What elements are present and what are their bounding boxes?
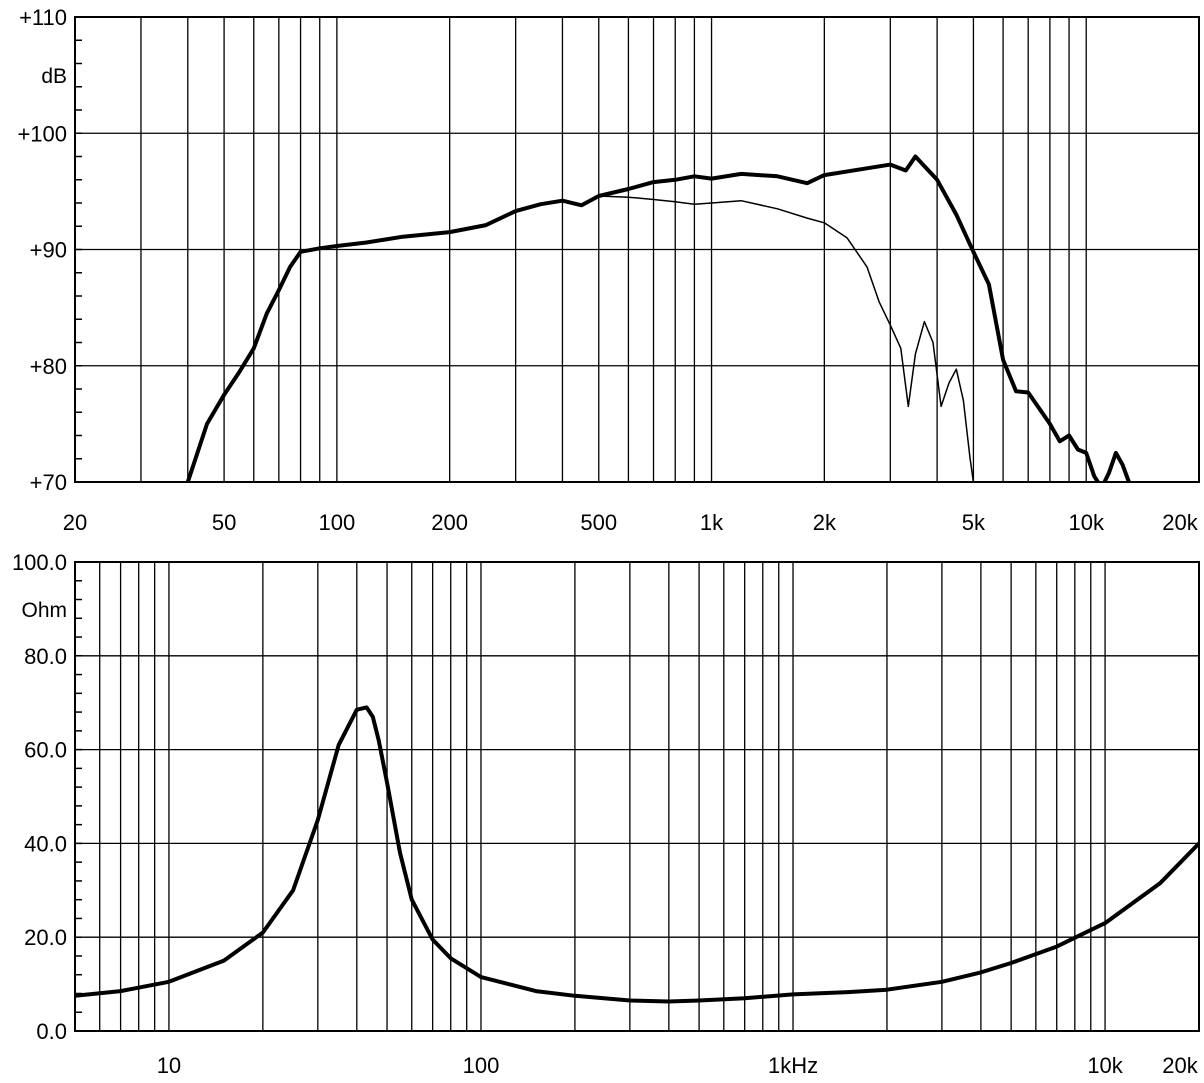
y-tick-label: +100	[17, 121, 67, 146]
y-tick-label: 60.0	[24, 738, 67, 763]
y-tick-label: 80.0	[24, 644, 67, 669]
plot-frame	[74, 561, 1200, 1032]
x-tick-label: 1kHz	[768, 1053, 818, 1078]
off-axis-response-curve	[598, 195, 975, 482]
x-tick-label: 20	[63, 510, 87, 535]
x-tick-label: 100	[319, 510, 356, 535]
x-tick-label: 20k	[1162, 510, 1198, 535]
y-axis-unit-label: dB	[41, 65, 67, 88]
x-tick-label: 50	[212, 510, 236, 535]
x-tick-label: 20k	[1162, 1053, 1198, 1078]
y-tick-label: 20.0	[24, 925, 67, 950]
x-tick-label: 500	[580, 510, 617, 535]
x-tick-label: 5k	[962, 510, 986, 535]
x-tick-label: 1k	[700, 510, 724, 535]
y-tick-label: 0.0	[36, 1019, 67, 1044]
x-tick-label: 10k	[1068, 510, 1104, 535]
x-tick-label: 2k	[813, 510, 837, 535]
frequency-response-chart: +70 +80 +90 +100 +110 dB 20 50 100 200 500 1k 2k 5k 10…	[17, 5, 1200, 535]
plot-frame	[74, 16, 1200, 483]
x-tick-label: 10k	[1087, 1053, 1123, 1078]
y-axis-unit-label: Ohm	[21, 599, 67, 622]
y-tick-label: +90	[30, 238, 67, 263]
x-tick-label: 200	[431, 510, 468, 535]
x-tick-label: 10	[157, 1053, 181, 1078]
on-axis-response-curve	[185, 154, 1131, 482]
x-tick-label: 100	[463, 1053, 500, 1078]
y-tick-label: +80	[30, 354, 67, 379]
y-tick-label: 100.0	[12, 550, 67, 575]
impedance-chart: 0.0 20.0 40.0 60.0 80.0 100.0 Ohm 10 100 1kHz 10k 2…	[12, 550, 1200, 1078]
impedance-curve	[75, 705, 1199, 1004]
y-tick-label: +110	[19, 5, 67, 30]
y-tick-label: 40.0	[24, 831, 67, 856]
y-tick-label: +70	[30, 470, 67, 495]
